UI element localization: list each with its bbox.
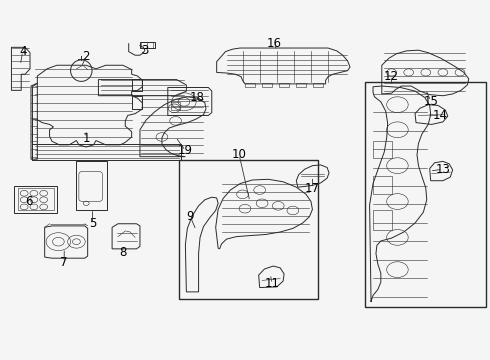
Bar: [132, 96, 143, 109]
Text: 17: 17: [305, 182, 320, 195]
Text: 3: 3: [141, 44, 148, 57]
Text: 19: 19: [178, 144, 193, 157]
Bar: [262, 83, 272, 87]
Text: 10: 10: [232, 148, 246, 161]
Bar: [314, 83, 323, 87]
Text: 2: 2: [82, 50, 90, 63]
Text: 8: 8: [119, 246, 126, 259]
Text: 18: 18: [190, 91, 204, 104]
Text: 5: 5: [89, 217, 96, 230]
Bar: [279, 83, 289, 87]
Text: 16: 16: [267, 36, 282, 50]
Bar: [296, 83, 306, 87]
Bar: [179, 160, 318, 299]
Text: 4: 4: [19, 45, 26, 58]
Bar: [76, 161, 107, 211]
Text: 6: 6: [25, 195, 33, 208]
Bar: [245, 83, 255, 87]
Text: 1: 1: [82, 132, 90, 145]
Bar: [365, 82, 486, 307]
Text: 15: 15: [423, 95, 438, 108]
Bar: [140, 41, 155, 48]
Text: 7: 7: [60, 256, 68, 269]
Bar: [132, 78, 143, 91]
Bar: [373, 176, 392, 194]
Bar: [18, 188, 54, 211]
Bar: [14, 186, 57, 213]
Text: 11: 11: [265, 278, 279, 291]
Bar: [373, 211, 392, 230]
Bar: [171, 102, 179, 110]
Text: 12: 12: [384, 69, 399, 82]
Bar: [373, 140, 392, 158]
Text: 13: 13: [436, 163, 450, 176]
Text: 14: 14: [433, 109, 448, 122]
Text: 9: 9: [187, 210, 194, 223]
